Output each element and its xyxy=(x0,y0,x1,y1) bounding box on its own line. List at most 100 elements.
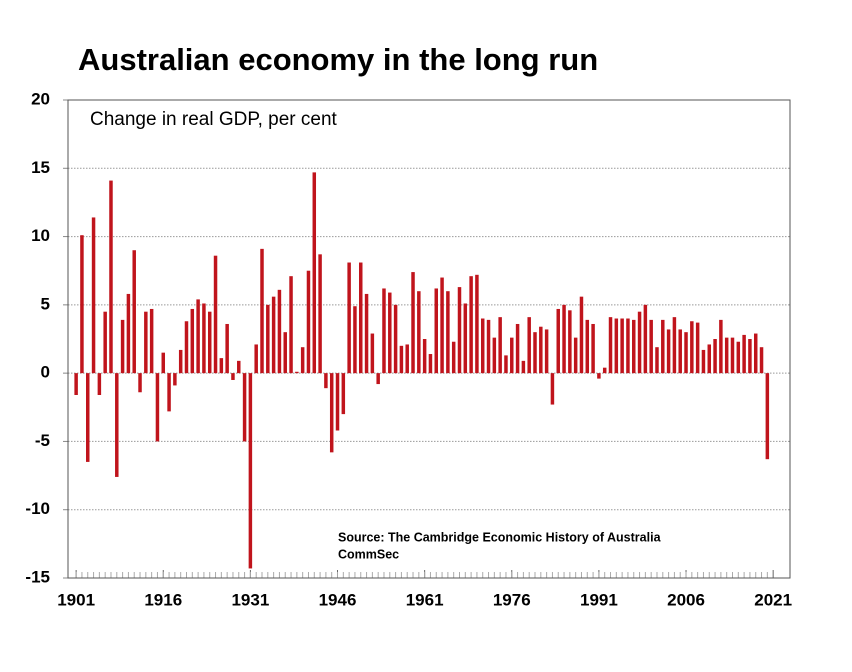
y-tick-label: -15 xyxy=(25,567,50,586)
bar xyxy=(719,319,723,374)
bar xyxy=(527,317,531,374)
bar xyxy=(608,317,613,374)
bar xyxy=(196,299,200,374)
bar xyxy=(173,373,177,386)
bar xyxy=(324,373,328,389)
bar xyxy=(672,317,677,374)
bar xyxy=(266,304,270,374)
bar xyxy=(190,308,195,374)
bar xyxy=(271,296,276,374)
bar xyxy=(573,337,578,374)
bar xyxy=(295,371,299,374)
bar xyxy=(237,360,241,374)
bar xyxy=(486,319,491,374)
bar xyxy=(492,337,497,374)
chart-title: Australian economy in the long run xyxy=(78,42,598,77)
bar xyxy=(428,354,433,374)
bar xyxy=(661,319,665,374)
bar xyxy=(155,373,160,442)
bar xyxy=(144,311,148,374)
bar xyxy=(207,311,212,374)
bar xyxy=(312,172,317,374)
bar xyxy=(446,291,450,374)
bar xyxy=(225,323,229,374)
bar xyxy=(678,329,682,374)
y-tick-label: -10 xyxy=(25,499,50,518)
bar xyxy=(434,288,439,374)
bar xyxy=(626,318,630,374)
x-tick-label: 2006 xyxy=(667,590,705,609)
bar xyxy=(707,344,712,374)
bar xyxy=(364,293,369,374)
bar xyxy=(556,308,560,374)
bar xyxy=(91,217,96,374)
bar xyxy=(579,296,584,374)
bar xyxy=(422,339,427,374)
bar xyxy=(504,355,508,374)
bar xyxy=(632,319,636,374)
bar xyxy=(480,318,485,374)
bar xyxy=(300,347,305,374)
y-tick-label: -5 xyxy=(35,431,50,450)
x-tick-label: 1931 xyxy=(231,590,269,609)
bar xyxy=(103,311,107,374)
bar xyxy=(289,276,293,374)
bar xyxy=(202,303,206,374)
bar xyxy=(585,319,590,374)
bar xyxy=(730,337,735,374)
bar xyxy=(591,323,595,374)
bar xyxy=(736,341,741,374)
bar xyxy=(74,373,78,395)
bar xyxy=(690,321,694,374)
bar xyxy=(335,373,340,431)
bar xyxy=(126,293,131,374)
bar xyxy=(620,318,624,374)
bar xyxy=(231,373,235,380)
bar xyxy=(539,326,543,374)
x-tick-label: 1901 xyxy=(57,590,95,609)
bar xyxy=(399,345,404,374)
bar xyxy=(149,308,154,374)
bar xyxy=(562,304,566,374)
bar xyxy=(184,321,189,374)
bar xyxy=(643,304,648,374)
bar xyxy=(388,292,392,374)
x-tick-label: 1961 xyxy=(406,590,444,609)
bar xyxy=(382,288,386,374)
bar xyxy=(498,317,502,374)
x-tick-label: 1991 xyxy=(580,590,618,609)
bar xyxy=(359,262,363,374)
x-tick-label: 1916 xyxy=(144,590,182,609)
bar xyxy=(167,373,171,412)
bar xyxy=(748,339,752,374)
bar xyxy=(451,341,456,374)
bar xyxy=(115,373,119,477)
y-axis-label: Change in real GDP, per cent xyxy=(90,109,338,130)
bar xyxy=(521,360,526,374)
bar xyxy=(405,344,409,374)
bar xyxy=(765,373,770,460)
bar xyxy=(242,373,247,442)
bar xyxy=(411,272,415,374)
bar xyxy=(701,349,706,374)
x-tick-label: 1976 xyxy=(493,590,531,609)
bar xyxy=(684,332,688,374)
bar xyxy=(86,373,90,462)
bar xyxy=(260,248,264,374)
y-tick-label: 20 xyxy=(31,89,50,108)
bar xyxy=(213,255,218,374)
bar xyxy=(109,180,113,374)
bar xyxy=(318,254,322,374)
x-tick-label: 2021 xyxy=(754,590,792,609)
bar xyxy=(550,373,555,405)
bar xyxy=(463,303,468,374)
source-note: Source: The Cambridge Economic History o… xyxy=(338,530,662,544)
bar xyxy=(376,373,380,385)
bar xyxy=(515,323,520,374)
bar xyxy=(602,367,607,374)
bar xyxy=(649,319,653,374)
bar xyxy=(510,337,514,374)
bar xyxy=(568,310,572,374)
